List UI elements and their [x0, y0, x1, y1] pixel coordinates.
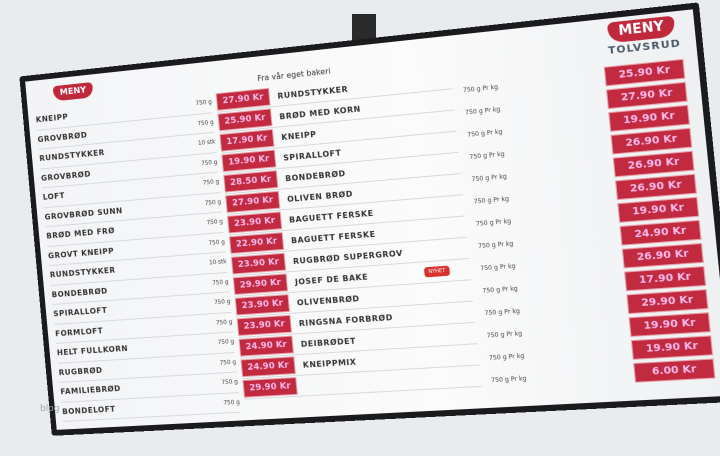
right-column: 750 g Pr kg 25.90 Kr 750 g Pr kg 27.90 Kr 75…: [462, 57, 716, 392]
item-info: 750 g Pr kg: [469, 150, 505, 161]
left-column: KNEIPP 750 g GROVBRØD 750 g RUNDSTYKKER 10 st…: [35, 92, 241, 422]
item-info: 10 stk: [197, 138, 216, 148]
item-name: GROVT KNEIPP: [47, 246, 115, 261]
price-tag: 19.90 Kr: [628, 311, 711, 337]
item-name: HELT FULLKORN: [56, 344, 129, 358]
display-frame: MENY MENY TOLVSRUD Fra vår eget bakeri K…: [19, 2, 720, 436]
item-info: 750 g Pr kg: [471, 172, 508, 183]
item-name: GROVBRØD: [40, 169, 92, 183]
item-info: 750 g Pr kg: [462, 83, 499, 94]
item-info: 750 g: [202, 178, 220, 187]
item-info: 750 g: [204, 198, 222, 207]
item-name: BAGUETT FERSKE: [288, 208, 374, 225]
item-info: 750 g: [200, 158, 218, 167]
item-name: SPIRALLOFT: [282, 147, 342, 163]
item-name: RUGBRØD: [58, 365, 103, 377]
new-badge: NYHET: [423, 265, 450, 278]
item-info: 750 g: [211, 278, 229, 287]
item-info: 750 g Pr kg: [482, 284, 519, 295]
item-name: RUNDSTYKKER: [49, 266, 116, 280]
item-info: 750 g: [217, 338, 235, 347]
item-name: BRØD MED KORN: [278, 104, 362, 121]
item-info: 750 g: [221, 378, 239, 387]
price-tag: 22.90 Kr: [229, 232, 285, 254]
item-name: FORMLOFT: [54, 326, 104, 338]
price-tag: 29.90 Kr: [232, 273, 289, 295]
price-tag: 6.00 Kr: [633, 357, 716, 383]
item-name: KNEIPPMIX: [302, 357, 357, 370]
item-name: RUNDSTYKKER: [277, 84, 349, 101]
item-name: OLIVENBRØD: [296, 293, 360, 307]
item-name: JOSEF DE BAKE: [294, 271, 369, 287]
item-name: BRØD MED FRØ: [46, 226, 116, 241]
item-info: 750 g: [219, 358, 237, 367]
watermark: blog: [40, 404, 60, 414]
item-name: BONDEBRØD: [51, 286, 108, 300]
item-name: RUNDSTYKKER: [38, 148, 106, 164]
menu-display: MENY MENY TOLVSRUD Fra vår eget bakeri K…: [19, 2, 720, 436]
item-name: KNEIPP: [35, 112, 69, 125]
item-name: OLIVEN BRØD: [286, 188, 354, 204]
item-name: BAGUETT FERSKE: [290, 229, 376, 245]
price-tag: 27.90 Kr: [225, 190, 281, 214]
price-tag: 23.90 Kr: [230, 252, 287, 275]
middle-column: 27.90 Kr RUNDSTYKKER 25.90 Kr BRØD MED KORN…: [215, 68, 482, 400]
item-info: 750 g Pr kg: [464, 105, 501, 117]
price-tag: 29.90 Kr: [242, 377, 298, 398]
item-info: 750 g: [215, 318, 233, 327]
item-info: 750 g Pr kg: [488, 352, 525, 362]
item-info: 750 g Pr kg: [466, 127, 503, 139]
price-tag: 17.90 Kr: [219, 129, 275, 152]
item-name: RINGSNA FORBRØD: [298, 312, 394, 328]
item-info: 750 g Pr kg: [475, 217, 512, 228]
price-tag: 23.90 Kr: [236, 314, 292, 337]
display-screen: MENY MENY TOLVSRUD Fra vår eget bakeri K…: [25, 9, 720, 430]
item-name: BONDEBRØD: [284, 168, 346, 183]
item-info: 750 g: [197, 118, 214, 128]
price-tag: 23.90 Kr: [227, 211, 283, 234]
item-info: 750 g: [213, 298, 231, 307]
brand-logo-left: MENY: [52, 82, 94, 102]
item-name: RUGBRØD SUPERGROV: [292, 248, 404, 266]
item-name: GROVBRØD SUNN: [44, 206, 123, 222]
item-name: BONDELOFT: [61, 404, 116, 416]
price-tag: 23.90 Kr: [234, 294, 291, 316]
item-info: 750 g Pr kg: [484, 307, 521, 317]
item-name: KNEIPP: [280, 129, 317, 142]
item-info: 750 g Pr kg: [486, 329, 523, 339]
item-name: LOFT: [42, 191, 66, 202]
price-tag: 28.50 Kr: [223, 170, 279, 193]
item-name: FAMILIEBRØD: [60, 384, 122, 397]
item-info: 750 g: [195, 98, 213, 108]
item-info: 750 g: [223, 398, 241, 407]
price-tag: 24.90 Kr: [240, 356, 296, 378]
item-info: 750 g Pr kg: [473, 195, 510, 206]
item-info: 750 g: [206, 218, 224, 227]
price-tag: 24.90 Kr: [238, 335, 294, 357]
price-tag: 19.90 Kr: [221, 149, 277, 173]
price-tag: 19.90 Kr: [630, 334, 714, 360]
item-name: SPIRALLOFT: [53, 306, 108, 319]
item-info: 750 g Pr kg: [490, 374, 527, 384]
item-info: 750 g Pr kg: [477, 239, 514, 250]
item-info: 10 stk: [208, 258, 227, 267]
item-name: GROVBRØD: [37, 130, 88, 144]
item-info: 750 g Pr kg: [479, 262, 516, 272]
item-info: 750 g: [208, 238, 226, 247]
item-name: DEIBRØDET: [300, 336, 357, 349]
